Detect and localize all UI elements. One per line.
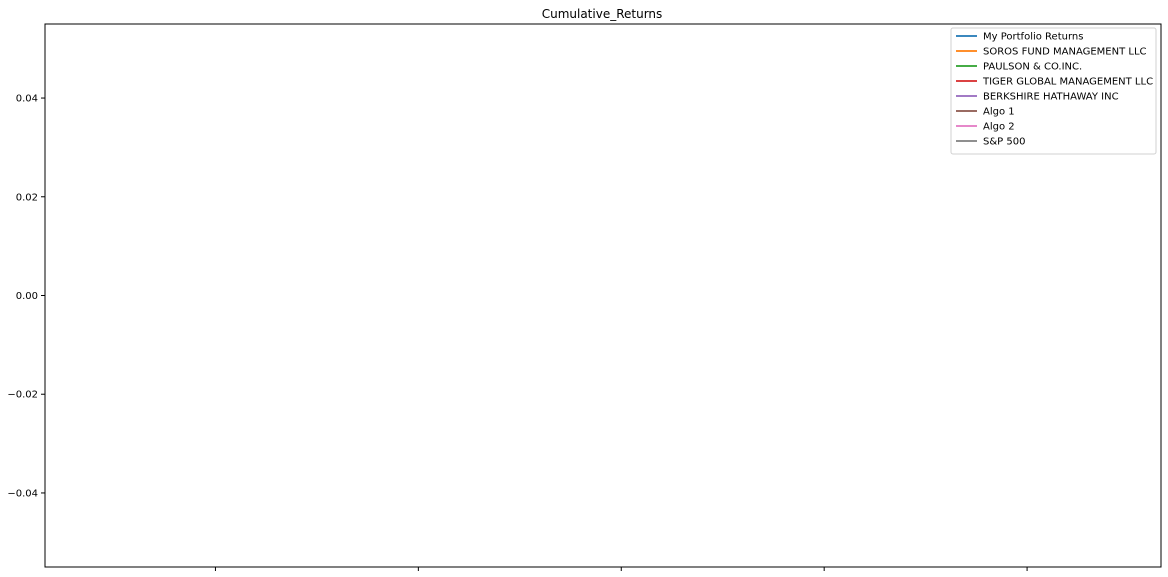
x-axis (214, 567, 1028, 571)
legend-box (950, 27, 1157, 155)
legend-label: S&P 500 (983, 137, 1025, 148)
legend-label: BERKSHIRE HATHAWAY INC (983, 92, 1119, 103)
legend-label: My Portfolio Returns (983, 32, 1083, 43)
legend-label: Algo 1 (983, 107, 1015, 118)
y-tick-label: −0.02 (7, 390, 38, 401)
legend: My Portfolio Returns SOROS FUND MANAGEMEN… (950, 27, 1157, 155)
legend-label: SOROS FUND MANAGEMENT LLC (983, 47, 1147, 58)
y-tick-label: −0.04 (7, 488, 38, 499)
y-axis: −0.04 −0.02 0.00 0.02 0.04 (7, 94, 45, 499)
y-tick-label: 0.02 (16, 192, 38, 203)
y-tick-label: 0.00 (16, 291, 38, 302)
legend-label: Algo 2 (983, 122, 1015, 133)
legend-label: PAULSON & CO.INC. (983, 62, 1082, 73)
legend-label: TIGER GLOBAL MANAGEMENT LLC (982, 77, 1153, 88)
chart-title: Cumulative_Returns (542, 7, 663, 21)
y-tick-label: 0.04 (16, 94, 38, 105)
